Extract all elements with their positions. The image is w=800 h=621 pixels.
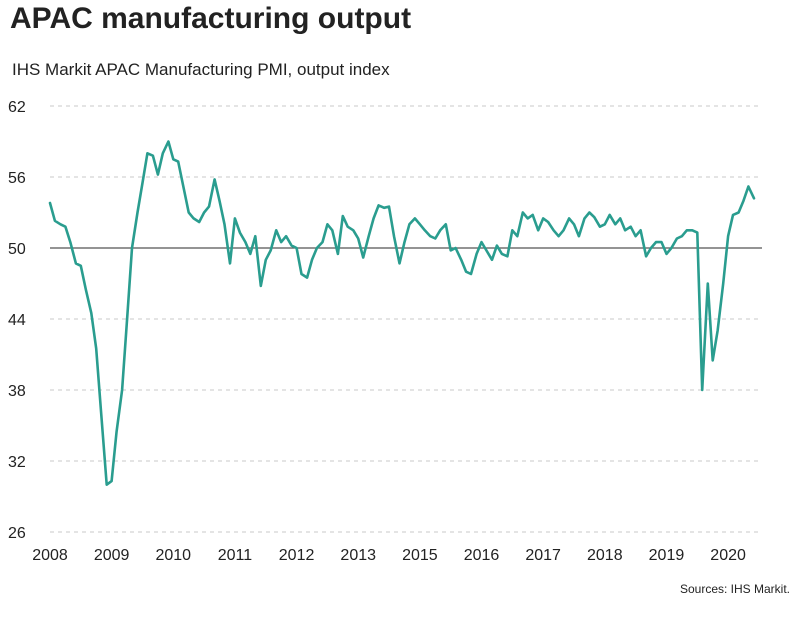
chart-subtitle: IHS Markit APAC Manufacturing PMI, outpu…: [12, 60, 390, 79]
x-tick-label: 2018: [587, 547, 623, 564]
x-axis: 2008 2009 2010 2011 2012 2013 2015 2016 2017 2018…: [32, 547, 746, 564]
y-tick-label: 50: [8, 241, 26, 258]
y-tick-label: 38: [8, 383, 26, 400]
x-tick-label: 2008: [32, 547, 68, 564]
y-tick-label: 56: [8, 170, 26, 187]
y-tick-label: 62: [8, 99, 26, 116]
x-tick-label: 2009: [94, 547, 130, 564]
y-tick-label: 32: [8, 454, 26, 471]
x-tick-label: 2013: [340, 547, 376, 564]
chart-title: APAC manufacturing output: [10, 2, 412, 35]
x-tick-label: 2012: [279, 547, 315, 564]
series-line: [48, 140, 756, 486]
chart-source: Sources: IHS Markit.: [679, 582, 790, 596]
x-tick-label: 2020: [710, 547, 746, 564]
y-tick-label: 44: [8, 312, 26, 329]
y-tick-label: 26: [8, 525, 26, 542]
gridlines: [50, 105, 762, 533]
x-tick-label: 2017: [525, 547, 561, 564]
x-tick-label: 2016: [464, 547, 500, 564]
x-tick-label: 2011: [218, 547, 253, 564]
x-tick-label: 2019: [649, 547, 685, 564]
x-tick-label: 2010: [155, 547, 191, 564]
y-axis: 62 56 50 44 38 32 26: [8, 99, 26, 542]
x-tick-label: 2015: [402, 547, 438, 564]
series-layer: [48, 140, 756, 486]
